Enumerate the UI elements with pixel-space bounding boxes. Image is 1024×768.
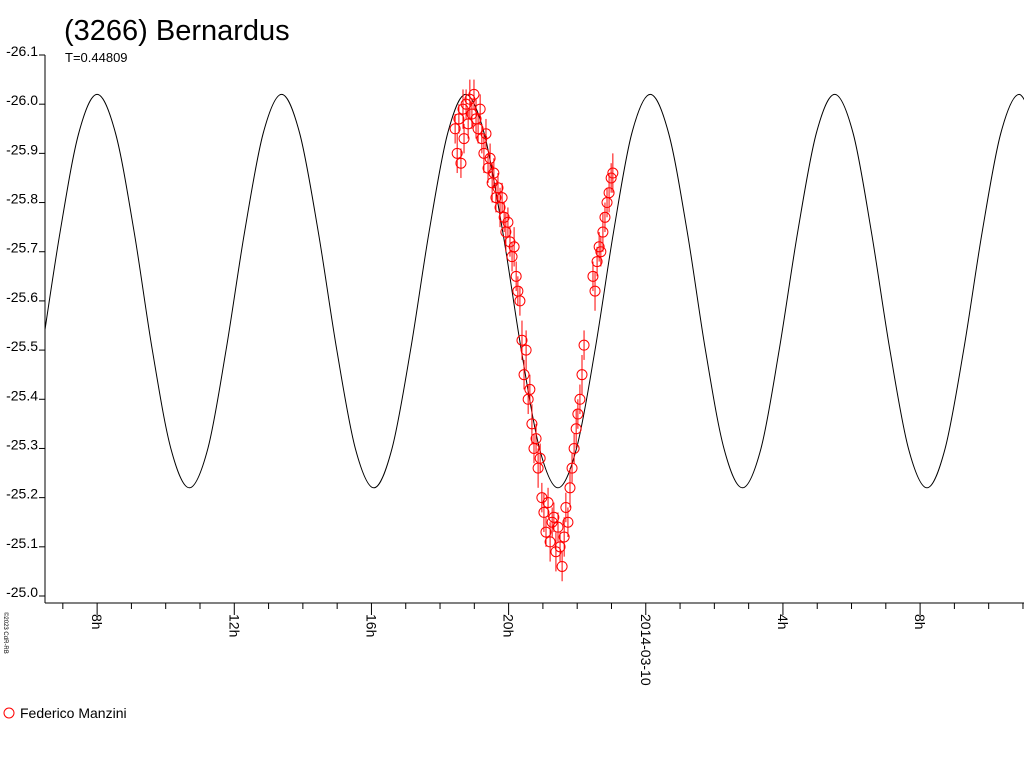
data-point (572, 408, 584, 420)
data-point (554, 541, 566, 553)
data-point (468, 88, 480, 100)
y-tick-label: -26.1 (6, 43, 38, 59)
legend-label: Federico Manzini (20, 705, 127, 721)
data-point (540, 526, 552, 538)
y-tick-label: -25.0 (6, 584, 38, 600)
data-point (576, 369, 588, 381)
y-tick-label: -25.5 (6, 338, 38, 354)
y-tick-label: -25.9 (6, 141, 38, 157)
data-point (474, 103, 486, 115)
data-point (597, 226, 609, 238)
data-point (524, 383, 536, 395)
data-point (508, 241, 520, 253)
data-point (558, 531, 570, 543)
legend-marker (3, 707, 15, 719)
data-point (564, 482, 576, 494)
y-tick-label: -25.2 (6, 486, 38, 502)
y-tick-label: -25.6 (6, 289, 38, 305)
y-tick-label: -25.7 (6, 240, 38, 256)
x-tick-label: 8h (912, 614, 928, 630)
copyright-note: ©2023 CdR-RB (2, 612, 9, 654)
data-point (607, 167, 619, 179)
data-point (514, 295, 526, 307)
data-point (455, 157, 467, 169)
data-point (562, 516, 574, 528)
data-point (480, 128, 492, 140)
data-point (520, 344, 532, 356)
y-tick-label: -25.1 (6, 535, 38, 551)
data-point (595, 246, 607, 258)
data-point (560, 501, 572, 513)
data-point (556, 560, 568, 572)
data-point (603, 187, 615, 199)
y-tick-label: -26.0 (6, 92, 38, 108)
data-point (548, 511, 560, 523)
data-point (578, 339, 590, 351)
data-point (449, 123, 461, 135)
data-point (599, 211, 611, 223)
data-point (492, 182, 504, 194)
data-point (544, 536, 556, 548)
x-tick-label: 12h (226, 614, 242, 637)
plot-area (45, 79, 1024, 582)
data-point (589, 285, 601, 297)
x-tick-label: 4h (775, 614, 791, 630)
data-point (472, 123, 484, 135)
data-point (534, 452, 546, 464)
data-point (530, 433, 542, 445)
x-tick-label: 8h (89, 614, 105, 630)
data-point (591, 256, 603, 268)
y-tick-label: -25.4 (6, 387, 38, 403)
data-point (570, 423, 582, 435)
data-point (518, 369, 530, 381)
data-point (538, 506, 550, 518)
data-point (462, 118, 474, 130)
data-point (566, 462, 578, 474)
x-tick-label: 2014-03-10 (638, 614, 654, 686)
data-point (568, 442, 580, 454)
data-point (488, 167, 500, 179)
data-point (574, 393, 586, 405)
data-point (587, 270, 599, 282)
data-point (542, 497, 554, 509)
data-point (516, 334, 528, 346)
x-tick-label: 16h (363, 614, 379, 637)
data-point (496, 192, 508, 204)
y-tick-label: -25.8 (6, 191, 38, 207)
data-point (453, 113, 465, 125)
data-point (552, 521, 564, 533)
chart-title: (3266) Bernardus (64, 15, 290, 47)
chart-subtitle: T=0.44809 (65, 50, 128, 65)
data-point (510, 270, 522, 282)
data-point (593, 241, 605, 253)
data-point (458, 133, 470, 145)
y-tick-label: -25.3 (6, 436, 38, 452)
data-point (605, 172, 617, 184)
data-point (484, 152, 496, 164)
data-point (502, 216, 514, 228)
x-tick-label: 20h (501, 614, 517, 637)
data-point (526, 418, 538, 430)
data-point (451, 147, 463, 159)
